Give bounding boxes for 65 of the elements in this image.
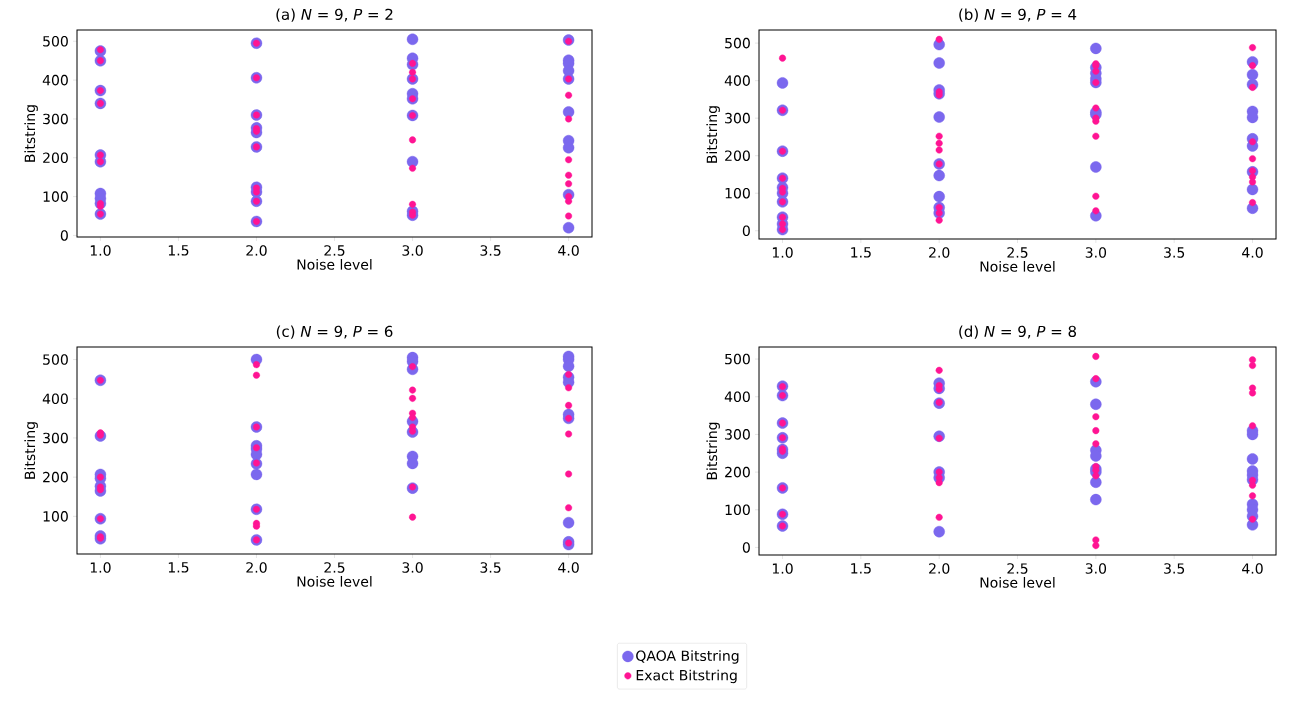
- x-tick-label: 2.5: [1007, 563, 1028, 574]
- y-tick-label: 100: [43, 191, 68, 202]
- y-axis-title: Bitstring: [706, 422, 720, 480]
- y-tick-label: 0: [742, 542, 750, 553]
- chart-title: (b) N = 9, P = 4: [959, 8, 1077, 22]
- y-tick-label: 0: [742, 225, 750, 237]
- x-tick-label: 4.0: [1242, 247, 1263, 258]
- y-tick-label: 500: [43, 354, 68, 365]
- x-tick-label: 2.5: [1007, 247, 1028, 258]
- x-tick-label: 1.5: [851, 247, 871, 258]
- x-axis-title: Noise level: [980, 260, 1055, 272]
- x-tick-label: 1.0: [90, 245, 111, 256]
- y-tick-label: 200: [43, 152, 68, 164]
- x-tick-label: 1.5: [851, 563, 871, 574]
- y-tick-label: 100: [725, 187, 750, 199]
- x-tick-label: 1.0: [772, 563, 793, 574]
- y-tick-label: 400: [724, 391, 750, 403]
- chart-title: (a) N = 9, P = 2: [276, 8, 393, 22]
- chart-title: (d) N = 9, P = 8: [959, 325, 1077, 339]
- x-tick-label: 2.5: [324, 245, 345, 256]
- y-tick-label: 300: [725, 112, 750, 124]
- y-tick-label: 300: [43, 432, 68, 444]
- y-axis-title: Bitstring: [24, 422, 38, 479]
- x-tick-label: 1.5: [168, 245, 189, 256]
- x-tick-label: 3.0: [402, 562, 423, 573]
- x-axis-title: Noise level: [297, 258, 372, 270]
- x-tick-label: 4.0: [1242, 563, 1263, 574]
- y-tick-label: 200: [725, 150, 750, 161]
- x-tick-label: 3.5: [1164, 247, 1185, 258]
- x-tick-label: 2.5: [324, 562, 345, 573]
- y-tick-label: 100: [725, 504, 750, 516]
- x-tick-label: 3.0: [1085, 563, 1107, 574]
- y-tick-label: 100: [43, 511, 68, 522]
- legend-label: Exact Bitstring: [636, 669, 737, 684]
- y-axis-title: Bitstring: [706, 106, 720, 163]
- y-tick-label: 400: [42, 74, 68, 86]
- x-tick-label: 1.0: [772, 247, 793, 258]
- x-tick-label: 2.0: [246, 562, 267, 573]
- x-tick-label: 2.0: [929, 247, 950, 258]
- x-tick-label: 3.5: [480, 245, 501, 256]
- x-tick-label: 1.0: [90, 562, 111, 573]
- chart-title: (c) N = 9, P = 6: [276, 325, 393, 339]
- x-tick-label: 3.5: [480, 562, 501, 573]
- y-tick-label: 400: [42, 393, 68, 405]
- y-tick-label: 300: [725, 429, 750, 440]
- x-axis-title: Noise level: [297, 575, 372, 587]
- y-axis-title: Bitstring: [24, 105, 38, 162]
- x-tick-label: 1.5: [168, 562, 189, 573]
- y-tick-label: 200: [43, 471, 68, 483]
- x-tick-label: 3.5: [1164, 563, 1185, 574]
- x-tick-label: 2.0: [929, 563, 950, 574]
- y-tick-label: 500: [43, 35, 68, 47]
- y-tick-label: 200: [725, 466, 750, 478]
- y-tick-label: 400: [724, 75, 750, 86]
- y-tick-label: 0: [60, 230, 68, 241]
- legend-label: QAOA Bitstring: [636, 650, 739, 664]
- x-tick-label: 2.0: [246, 245, 267, 256]
- x-tick-label: 3.0: [1085, 247, 1107, 258]
- y-tick-label: 500: [725, 37, 750, 49]
- x-axis-title: Noise level: [980, 576, 1055, 588]
- x-tick-label: 3.0: [402, 245, 423, 256]
- x-tick-label: 4.0: [558, 245, 579, 256]
- y-tick-label: 500: [725, 353, 750, 365]
- y-tick-label: 300: [43, 113, 68, 125]
- x-tick-label: 4.0: [558, 562, 579, 573]
